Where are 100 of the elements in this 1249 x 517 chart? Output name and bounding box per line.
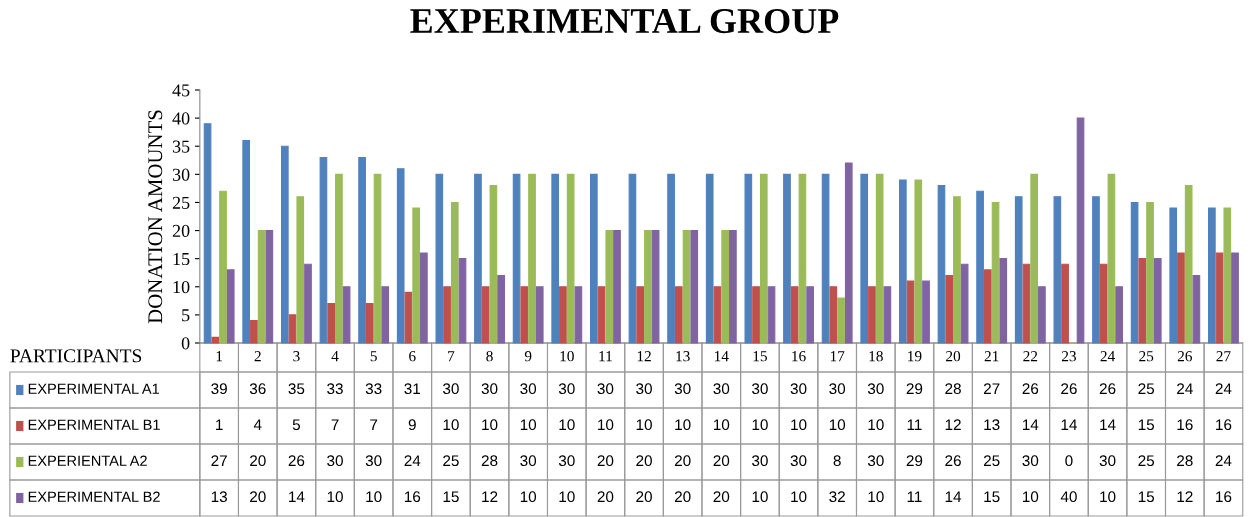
bar — [783, 173, 791, 344]
data-label: 8 — [833, 455, 841, 467]
bar — [559, 286, 567, 344]
data-label: 26 — [945, 455, 961, 467]
bar — [945, 274, 954, 344]
x-tick-label: 11 — [599, 351, 612, 362]
data-label: 24 — [404, 455, 421, 466]
x-tick-label: 27 — [1216, 351, 1231, 362]
bar — [806, 286, 814, 344]
bar — [953, 196, 961, 344]
data-label: 30 — [1022, 455, 1039, 467]
chart-title: EXPERIMENTAL GROUP — [410, 8, 839, 34]
data-label: 30 — [713, 383, 730, 395]
x-tick-label: 3 — [293, 351, 300, 362]
data-label: 10 — [868, 419, 884, 431]
data-label: 30 — [558, 383, 575, 395]
data-label: 29 — [906, 455, 923, 467]
bar — [1030, 173, 1039, 344]
bar — [535, 286, 544, 344]
bar — [396, 168, 405, 344]
x-tick-label: 19 — [908, 351, 922, 362]
data-label: 10 — [675, 419, 691, 431]
data-label: 30 — [520, 455, 537, 467]
data-label: 29 — [906, 383, 923, 395]
x-tick-label: 17 — [830, 351, 845, 362]
data-label: 10 — [327, 491, 343, 503]
data-label: 12 — [1177, 491, 1193, 502]
bar — [1192, 274, 1201, 344]
data-label: 32 — [829, 491, 845, 503]
data-label: 16 — [1216, 491, 1232, 503]
bar — [883, 286, 892, 344]
x-tick-label: 26 — [1177, 351, 1192, 362]
y-tick-label: 20 — [172, 224, 190, 237]
data-label: 30 — [443, 383, 459, 395]
y-tick-label: 40 — [172, 112, 190, 125]
y-tick-label: 30 — [172, 168, 190, 181]
bar — [1076, 117, 1085, 344]
data-label: 10 — [366, 491, 382, 503]
data-label: 25 — [1138, 383, 1155, 395]
x-tick-label: 4 — [331, 351, 339, 362]
bar — [674, 286, 683, 344]
data-label: 28 — [481, 455, 498, 467]
x-tick-label: 15 — [753, 351, 767, 362]
x-tick-label: 5 — [370, 351, 377, 362]
bar — [435, 173, 444, 344]
data-label: 13 — [211, 491, 227, 503]
legend-label: EXPERIMENTAL A1 — [28, 383, 159, 394]
bar — [651, 230, 660, 344]
x-tick-label: 9 — [524, 351, 532, 362]
bar — [497, 274, 505, 344]
legend-label: EXPERIENTAL A2 — [28, 455, 147, 466]
bar — [304, 263, 312, 344]
data-label: 30 — [558, 455, 575, 467]
x-tick-label: 10 — [560, 351, 574, 362]
data-label: 1 — [216, 419, 223, 430]
data-label: 30 — [520, 383, 537, 395]
data-label: 30 — [597, 383, 614, 395]
y-tick-label: 10 — [173, 281, 190, 294]
bar — [203, 123, 212, 344]
bar — [450, 201, 459, 344]
bar — [296, 196, 305, 344]
bar — [636, 286, 645, 344]
y-tick-label: 25 — [172, 196, 190, 209]
bar — [1061, 263, 1069, 344]
bar — [844, 162, 853, 344]
x-axis-title: PARTICIPANTS — [10, 349, 142, 363]
data-label: 24 — [1215, 383, 1232, 394]
data-label: 10 — [520, 419, 537, 431]
data-label: 10 — [482, 419, 498, 431]
bar — [211, 336, 220, 344]
bar — [1053, 196, 1062, 344]
bar — [613, 230, 621, 344]
bar — [628, 173, 637, 344]
bar — [759, 173, 768, 344]
x-tick-label: 1 — [216, 351, 223, 362]
bar — [1208, 207, 1216, 344]
data-label: 10 — [868, 491, 884, 503]
x-tick-label: 23 — [1061, 351, 1076, 362]
data-label: 15 — [1138, 419, 1155, 431]
data-label: 10 — [598, 419, 614, 431]
x-tick-label: 8 — [486, 351, 493, 362]
bar — [999, 258, 1008, 344]
data-label: 15 — [984, 491, 1000, 503]
y-axis-title: DONATION AMOUNTS — [148, 110, 163, 324]
bar — [976, 190, 984, 344]
data-label: 10 — [791, 419, 807, 431]
data-label: 7 — [331, 419, 339, 430]
data-label: 16 — [1177, 419, 1193, 431]
bar — [914, 179, 923, 344]
data-label: 27 — [983, 383, 1000, 394]
data-label: 11 — [907, 419, 922, 430]
bar — [1153, 258, 1162, 344]
x-tick-label: 6 — [409, 351, 416, 362]
bar — [335, 173, 343, 344]
bar — [1014, 196, 1023, 344]
data-label: 26 — [288, 455, 305, 467]
bar — [420, 252, 428, 344]
bar — [528, 173, 536, 344]
bar — [713, 286, 722, 344]
data-label: 14 — [289, 491, 305, 502]
